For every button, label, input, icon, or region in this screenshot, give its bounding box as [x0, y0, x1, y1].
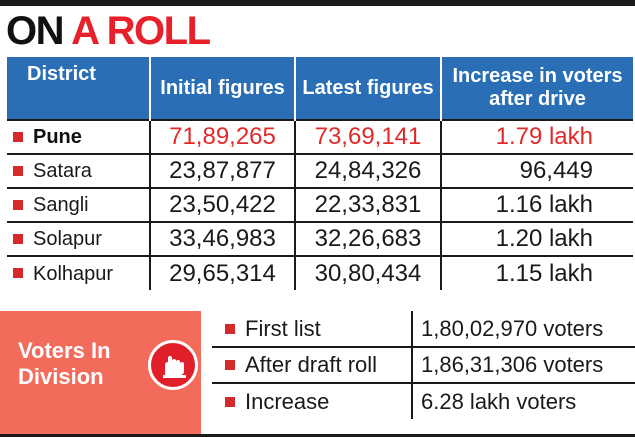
- table-header-row: District Initial figures Latest figures …: [7, 57, 633, 120]
- latest-cell: 22,33,831: [294, 187, 441, 222]
- summary-item-label: Increase: [245, 388, 330, 414]
- voter-hand-icon: [148, 340, 198, 390]
- square-bullet-icon: [225, 323, 235, 334]
- initial-cell: 23,87,877: [149, 153, 295, 188]
- square-bullet-icon: [13, 131, 23, 142]
- latest-cell: 24,84,326: [294, 153, 441, 188]
- summary-label: Voters In Division: [18, 338, 111, 389]
- increase-cell: 1.20 lakh: [440, 221, 633, 256]
- column-header-latest: Latest figures: [294, 57, 441, 120]
- column-header-increase: Increase in voters after drive: [440, 57, 633, 120]
- summary-row-label-cell: First list: [212, 311, 412, 347]
- table-row: Sangli 23,50,422 22,33,831 1.16 lakh: [7, 187, 633, 222]
- district-cell: Satara: [7, 153, 150, 188]
- square-bullet-icon: [225, 360, 235, 371]
- square-bullet-icon: [13, 233, 23, 244]
- title-part-1: ON: [6, 9, 65, 53]
- increase-cell: 1.16 lakh: [440, 187, 633, 222]
- district-name: Pune: [33, 126, 82, 148]
- latest-cell: 32,26,683: [294, 221, 441, 256]
- summary-row: First list 1,80,02,970 voters: [212, 311, 635, 347]
- table-row: Kolhapur 29,65,314 30,80,434 1.15 lakh: [7, 255, 633, 290]
- increase-cell: 1.79 lakh: [440, 119, 633, 154]
- district-name: Kolhapur: [33, 262, 114, 285]
- initial-cell: 29,65,314: [149, 255, 295, 290]
- square-bullet-icon: [13, 199, 23, 210]
- district-cell: Pune: [7, 119, 150, 154]
- title-part-2: A ROLL: [71, 9, 211, 53]
- increase-cell: 96,449: [440, 153, 633, 188]
- initial-cell: 33,46,983: [149, 221, 295, 256]
- summary-item-value: 1,86,31,306 voters: [411, 346, 635, 383]
- top-rule: [0, 0, 635, 6]
- summary-row-label-cell: Increase: [212, 382, 412, 419]
- summary-item-label: First list: [245, 315, 321, 341]
- district-name: Sangli: [33, 194, 89, 216]
- initial-cell: 71,89,265: [149, 119, 295, 154]
- table-row: Pune 71,89,265 73,69,141 1.79 lakh: [7, 119, 633, 154]
- page-title: ON A ROLL: [6, 9, 211, 53]
- summary-row-label-cell: After draft roll: [212, 346, 412, 383]
- summary-item-label: After draft roll: [245, 352, 378, 377]
- district-name: Satara: [33, 160, 92, 182]
- district-cell: Kolhapur: [7, 255, 150, 290]
- latest-cell: 73,69,141: [294, 119, 441, 154]
- summary-row: After draft roll 1,86,31,306 voters: [212, 346, 635, 383]
- summary-table: First list 1,80,02,970 voters After draf…: [212, 311, 635, 419]
- latest-cell: 30,80,434: [294, 255, 441, 290]
- table-row: Solapur 33,46,983 32,26,683 1.20 lakh: [7, 221, 633, 256]
- voter-hand-icon-graphic: [163, 356, 186, 378]
- column-header-initial: Initial figures: [149, 57, 295, 120]
- summary-row: Increase 6.28 lakh voters: [212, 382, 635, 419]
- summary-item-value: 1,80,02,970 voters: [411, 311, 635, 347]
- bottom-rule: [0, 434, 635, 437]
- district-cell: Solapur: [7, 221, 150, 256]
- district-name: Solapur: [33, 228, 102, 250]
- district-table: District Initial figures Latest figures …: [7, 57, 633, 290]
- increase-cell: 1.15 lakh: [440, 255, 633, 290]
- district-cell: Sangli: [7, 187, 150, 222]
- column-header-district: District: [7, 57, 150, 120]
- square-bullet-icon: [13, 165, 23, 176]
- summary-item-value: 6.28 lakh voters: [411, 382, 635, 419]
- square-bullet-icon: [225, 396, 235, 407]
- table-row: Satara 23,87,877 24,84,326 96,449: [7, 153, 633, 188]
- initial-cell: 23,50,422: [149, 187, 295, 222]
- square-bullet-icon: [13, 268, 23, 279]
